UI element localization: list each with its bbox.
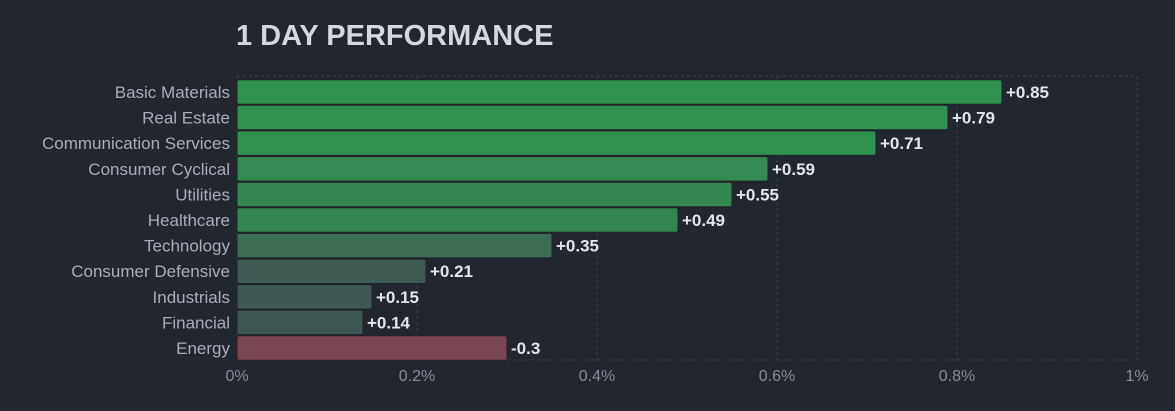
bar-communication-services (236, 130, 877, 156)
x-tick-label: 0% (225, 368, 248, 385)
category-label: Basic Materials (115, 83, 230, 102)
category-label: Real Estate (142, 109, 230, 128)
x-tick-label: 0.2% (399, 368, 435, 385)
bar-consumer-cyclical (236, 156, 769, 182)
x-tick-label: 0.6% (759, 368, 795, 385)
x-tick-label: 1% (1125, 368, 1148, 385)
bars-layer (236, 79, 1003, 361)
chart-title: 1 DAY PERFORMANCE (236, 20, 553, 52)
value-label: +0.14 (367, 313, 411, 332)
bar-healthcare (236, 207, 679, 233)
value-label: +0.35 (556, 237, 599, 256)
value-label: +0.59 (772, 160, 815, 179)
labels-layer: 0% 0.2% 0.4% 0.6% 0.8% 1% Basic Materials +0.85… (42, 83, 1149, 385)
value-label: +0.49 (682, 211, 725, 230)
value-label: +0.79 (952, 109, 995, 128)
value-label: +0.85 (1006, 83, 1049, 102)
x-tick-label: 0.8% (939, 368, 975, 385)
category-label: Financial (162, 313, 230, 332)
bar-financial (236, 309, 364, 336)
value-label: +0.15 (376, 288, 419, 307)
bar-consumer-defensive (236, 258, 427, 284)
category-label: Communication Services (42, 134, 230, 153)
x-tick-label: 0.4% (579, 368, 615, 385)
category-label: Utilities (175, 185, 230, 204)
category-label: Healthcare (148, 211, 230, 230)
value-label: +0.21 (430, 262, 473, 281)
category-label: Technology (144, 237, 231, 256)
bar-utilities (236, 181, 733, 208)
category-label: Consumer Defensive (71, 262, 230, 281)
bar-industrials (236, 284, 373, 310)
value-label: +0.71 (880, 134, 923, 153)
bar-real-estate (236, 104, 949, 131)
value-label: -0.3 (511, 339, 540, 358)
bar-basic-materials (236, 79, 1003, 105)
value-label: +0.55 (736, 185, 779, 204)
category-label: Consumer Cyclical (88, 160, 230, 179)
category-label: Energy (176, 339, 230, 358)
bar-technology (236, 232, 553, 259)
bar-energy (236, 335, 508, 361)
category-label: Industrials (153, 288, 230, 307)
